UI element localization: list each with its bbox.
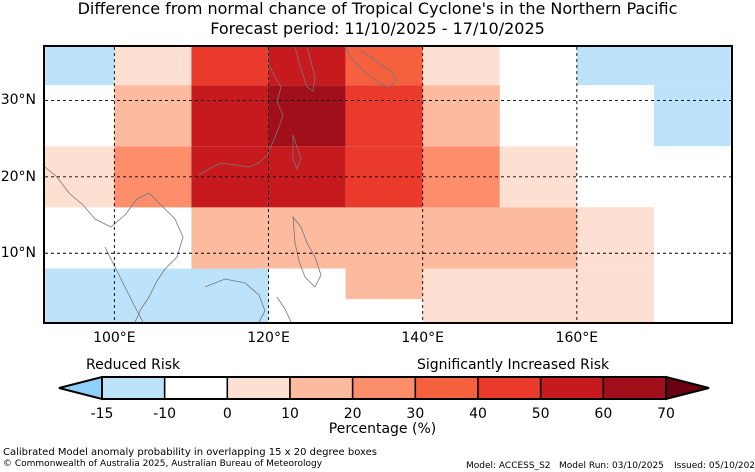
footer-model-run: Model Run: 03/10/2025 — [559, 461, 664, 471]
map-cell-3 — [268, 47, 346, 86]
lat-label-20n: 20°N — [0, 168, 36, 185]
colorbar-under-triangle — [58, 375, 103, 401]
colorbar-title: Percentage (%) — [328, 421, 437, 437]
lon-label-120e: 120°E — [247, 330, 290, 346]
footer-model: Model: ACCESS_S2 — [466, 461, 551, 471]
colorbar-bin-7 — [539, 376, 605, 400]
lon-label-100e: 100°E — [93, 330, 136, 346]
map-cell-5 — [422, 47, 500, 86]
map-cell-12 — [422, 85, 500, 147]
map-cell-1 — [114, 47, 192, 86]
map-cell-26 — [45, 268, 269, 322]
coastline-philippines — [292, 215, 322, 288]
colorbar-tick-label: 30 — [406, 406, 425, 422]
lon-label-160e: 160°E — [555, 330, 599, 346]
colorbar-tick-label: 70 — [657, 406, 675, 422]
colorbar-tick-label: -10 — [153, 406, 177, 422]
colorbar-bin-2 — [226, 376, 291, 400]
footer-copyright: © Commonwealth of Australia 2025, Austra… — [3, 459, 323, 469]
colorbar-bin-3 — [289, 376, 354, 400]
anomaly-map — [43, 45, 733, 324]
coastline-japan — [344, 47, 398, 88]
coastline-sulawesi — [276, 296, 292, 322]
map-cell-13 — [576, 85, 654, 147]
colorbar-bin-0 — [101, 376, 166, 400]
lat-label-30n: 30°N — [0, 92, 36, 109]
colorbar-tick-label: 40 — [469, 406, 487, 422]
map-cell-6 — [499, 47, 577, 86]
map-cell-27 — [268, 268, 346, 322]
coastline-indochina — [45, 166, 184, 322]
colorbar-tick-label: -15 — [90, 406, 114, 422]
coastline-korea — [294, 47, 316, 92]
graticule — [45, 47, 731, 322]
footer-note: Calibrated Model anomaly probability in … — [3, 447, 378, 458]
colorbar-bin-4 — [351, 376, 417, 400]
map-cell-4 — [345, 47, 423, 86]
footer-issued: Issued: 05/10/2025 — [674, 461, 755, 471]
colorbar-bin-1 — [163, 376, 229, 400]
colorbar-over-triangle — [665, 375, 710, 401]
colorbar-bin-8 — [602, 376, 667, 400]
map-cell-14 — [653, 85, 731, 147]
colorbar-tick-label: 0 — [222, 406, 232, 422]
map-cell-15 — [45, 146, 115, 208]
map-cell-8 — [114, 85, 192, 147]
colorbar — [58, 375, 710, 401]
colorbar-tick-label: 10 — [281, 406, 299, 422]
lat-label-10n: 10°N — [0, 245, 36, 262]
colorbar-bin-5 — [414, 376, 479, 400]
map-cell-11 — [345, 85, 423, 147]
map-cell-28 — [422, 268, 654, 322]
map-canvas — [45, 47, 731, 322]
coastline-malaysia — [104, 246, 144, 322]
map-title-line1: Difference from normal chance of Tropica… — [77, 0, 678, 18]
map-cell-24 — [576, 207, 654, 269]
colorbar-tick-label: 50 — [531, 406, 550, 422]
probability-cells — [45, 47, 731, 322]
colorbar-bin-6 — [477, 376, 542, 400]
colorbar-tick-label: 20 — [343, 406, 362, 422]
coastline — [45, 47, 398, 322]
increased-risk-label: Significantly Increased Risk — [417, 357, 610, 373]
map-cell-9 — [191, 85, 269, 147]
colorbar-tick-label: 60 — [594, 406, 613, 422]
map-cell-2 — [191, 47, 269, 86]
map-cell-7 — [576, 47, 731, 86]
coastline-china-east — [198, 47, 284, 176]
map-cell-0 — [45, 47, 115, 86]
map-title-line2: Forecast period: 11/10/2025 - 17/10/2025 — [210, 19, 545, 38]
coastline-borneo — [204, 278, 266, 322]
colorbar-frame — [101, 376, 667, 400]
reduced-risk-label: Reduced Risk — [86, 357, 181, 373]
lon-label-140e: 140°E — [401, 330, 444, 346]
map-cell-10 — [268, 85, 346, 147]
coastline-taiwan — [292, 134, 302, 171]
